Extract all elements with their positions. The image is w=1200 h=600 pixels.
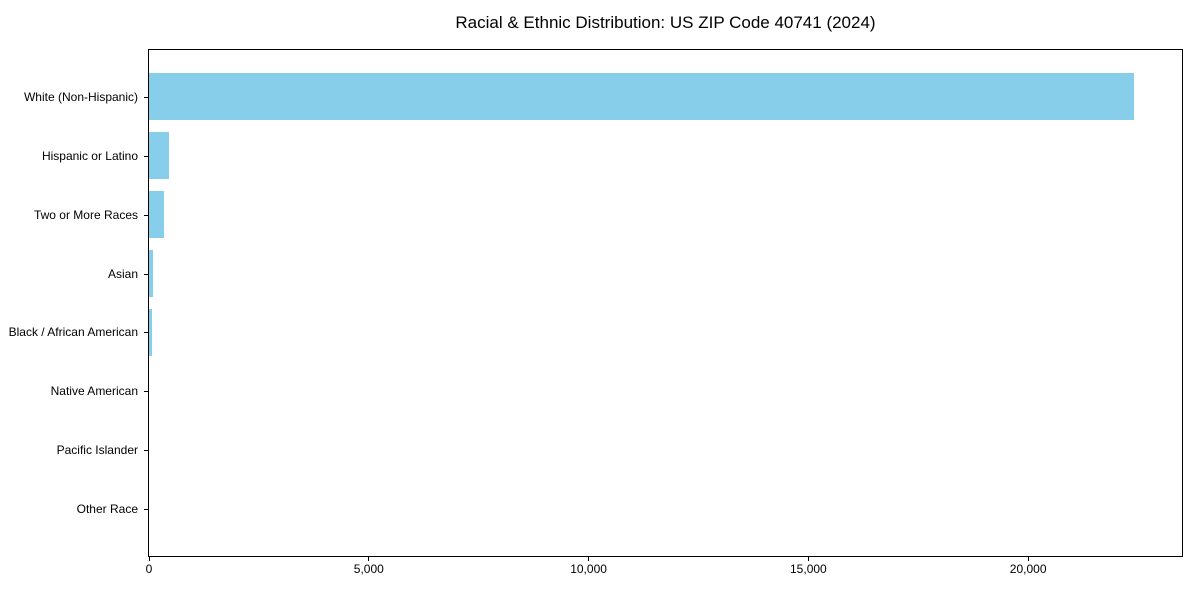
y-tick-mark <box>144 332 148 334</box>
y-tick-mark <box>144 155 148 157</box>
bar-two-or-more-races <box>149 190 164 239</box>
y-axis-label-pacific-islander: Pacific Islander <box>56 443 138 458</box>
y-axis-label-other-race: Other Race <box>76 502 138 517</box>
y-tick-mark <box>144 96 148 98</box>
x-tick-mark <box>588 557 590 561</box>
x-tick-label-15-000: 15,000 <box>790 562 827 576</box>
chart-title: Racial & Ethnic Distribution: US ZIP Cod… <box>455 13 876 32</box>
y-tick-mark <box>144 391 148 393</box>
bar-black-african-american <box>149 308 152 357</box>
y-axis-label-white-non-hispanic: White (Non-Hispanic) <box>23 89 138 104</box>
x-tick-label-20-000: 20,000 <box>1009 562 1047 576</box>
x-tick-label-5-000: 5,000 <box>353 562 384 576</box>
y-tick-mark <box>144 450 148 452</box>
y-tick-mark <box>144 214 148 216</box>
x-tick-mark <box>148 557 150 561</box>
y-axis-label-asian: Asian <box>107 266 138 281</box>
x-tick-mark <box>368 557 370 561</box>
y-axis-label-two-or-more-races: Two or More Races <box>33 207 138 222</box>
x-tick-label-0: 0 <box>145 562 153 576</box>
bar-hispanic-or-latino <box>149 131 169 180</box>
y-axis-label-native-american: Native American <box>50 384 138 399</box>
x-tick-mark <box>807 557 809 561</box>
x-tick-mark <box>1027 557 1029 561</box>
y-axis-label-black-african-american: Black / African American <box>8 325 138 340</box>
y-tick-mark <box>144 509 148 511</box>
bar-asian <box>149 249 153 298</box>
plot-area <box>148 49 1183 557</box>
y-tick-mark <box>144 273 148 275</box>
bar-white-non-hispanic <box>149 73 1134 121</box>
x-tick-label-10-000: 10,000 <box>570 562 607 576</box>
y-axis-label-hispanic-or-latino: Hispanic or Latino <box>41 148 138 163</box>
